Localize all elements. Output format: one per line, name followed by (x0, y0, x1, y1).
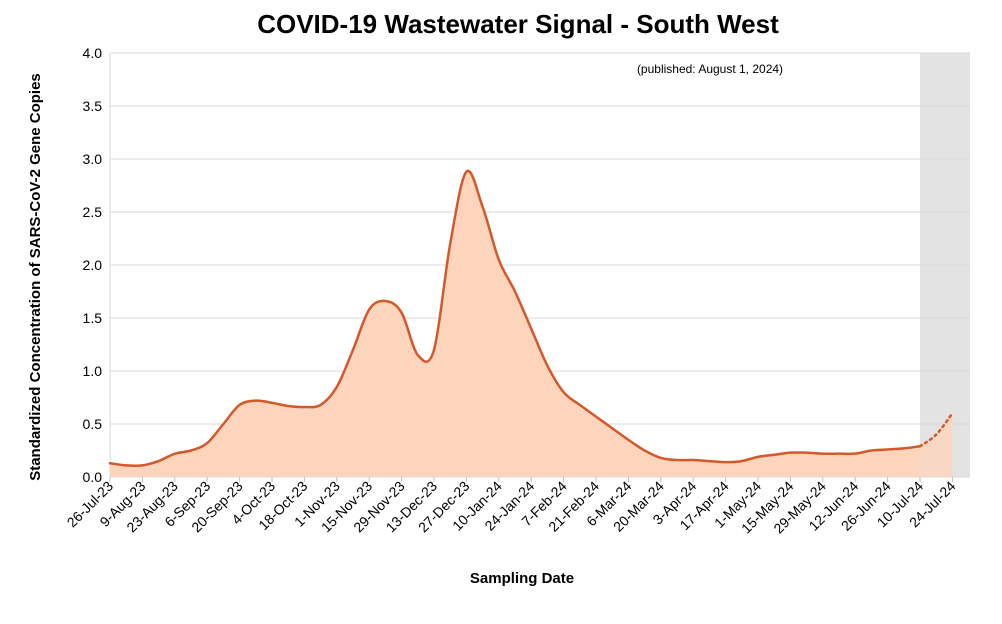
area-fill (110, 170, 920, 477)
y-tick-label: 0.0 (83, 469, 103, 485)
y-tick-label: 1.0 (83, 363, 103, 379)
y-tick-label: 4.0 (83, 45, 103, 61)
chart-title: COVID-19 Wastewater Signal - South West (257, 9, 779, 39)
y-tick-label: 2.0 (83, 257, 103, 273)
line (918, 412, 954, 448)
y-axis-title: Standardized Concentration of SARS-CoV-2… (27, 73, 44, 481)
x-axis-title: Sampling Date (470, 570, 574, 587)
subtitle: (published: August 1, 2024) (637, 62, 783, 76)
area-fill (920, 413, 953, 477)
y-tick-label: 1.5 (83, 310, 103, 326)
line (108, 169, 922, 467)
y-tick-label: 0.5 (83, 416, 103, 432)
y-tick-label: 2.5 (83, 204, 103, 220)
y-tick-label: 3.5 (83, 98, 103, 114)
y-tick-label: 3.0 (83, 151, 103, 167)
